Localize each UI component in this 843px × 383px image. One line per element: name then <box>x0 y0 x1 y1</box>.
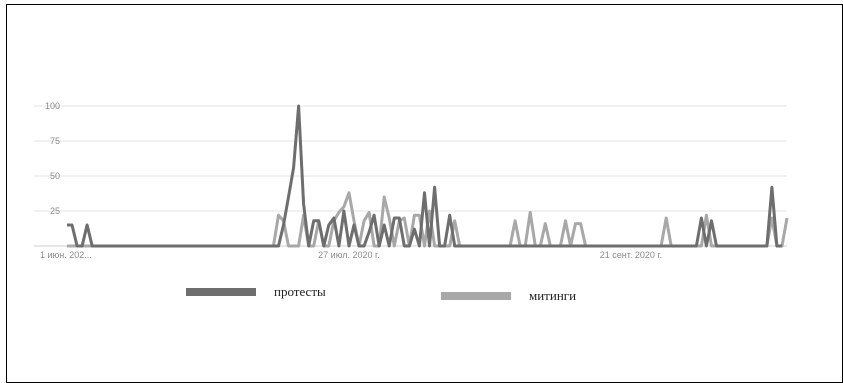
series-line-protests <box>67 104 782 248</box>
x-tick-label: 27 июл. 2020 г. <box>318 250 380 260</box>
y-tick-label: 100 <box>45 101 60 111</box>
y-tick-label: 50 <box>50 171 60 181</box>
legend-item-protests: протесты <box>186 282 326 302</box>
chart-grid <box>34 105 787 247</box>
legend-item-rallies: митинги <box>441 286 576 306</box>
x-tick-label: 1 июн. 202... <box>40 250 92 260</box>
series-lines <box>67 104 789 248</box>
legend-swatch-rallies <box>441 292 511 300</box>
legend-swatch-protests <box>186 288 256 296</box>
x-axis-ticks: 1 июн. 202... 27 июл. 2020 г. 21 сент. 202… <box>40 250 662 260</box>
y-axis-ticks: 25 50 75 100 <box>45 101 60 216</box>
y-tick-label: 75 <box>50 136 60 146</box>
legend-label-protests: протесты <box>274 284 326 299</box>
legend-label-rallies: митинги <box>529 288 577 303</box>
x-tick-label: 21 сент. 2020 г. <box>600 250 662 260</box>
y-tick-label: 25 <box>50 206 60 216</box>
